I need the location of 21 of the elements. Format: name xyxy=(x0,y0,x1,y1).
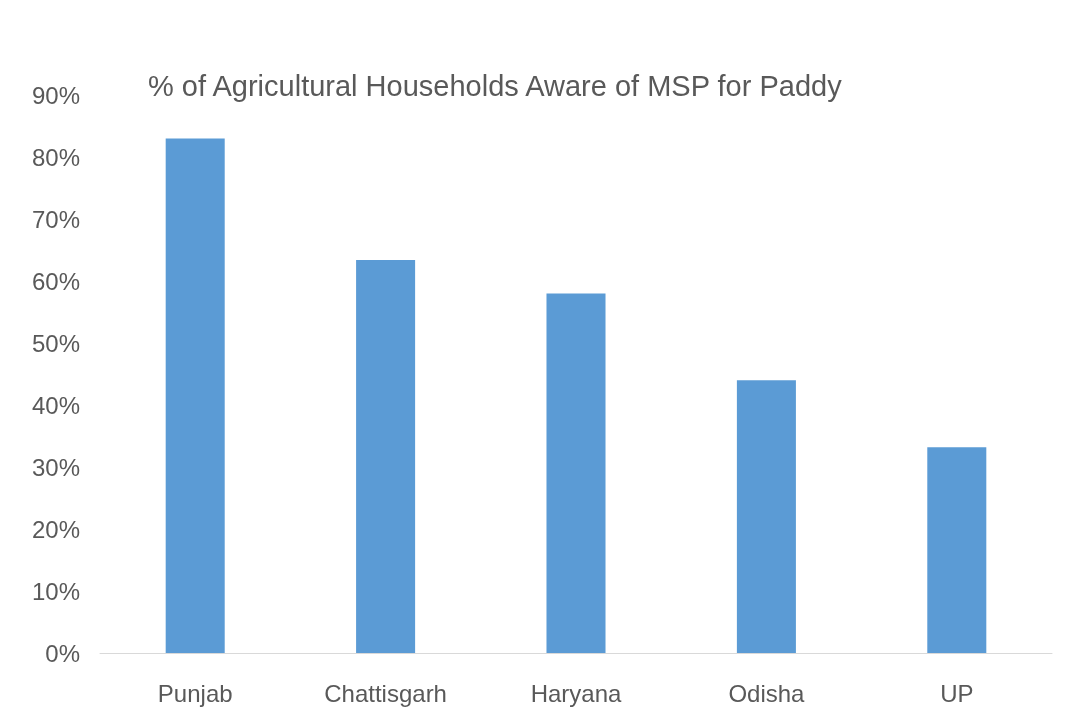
y-tick-label: 60% xyxy=(31,267,80,295)
chart-title: % of Agricultural Households Aware of MSP for Paddy xyxy=(148,69,843,102)
bar xyxy=(356,259,416,653)
y-tick-label: 50% xyxy=(31,329,80,357)
y-tick-label: 30% xyxy=(31,453,80,481)
y-tick-label: 90% xyxy=(31,81,80,109)
y-tick-label: 0% xyxy=(45,639,80,667)
y-tick-label: 70% xyxy=(31,205,80,233)
x-tick-label: Haryana xyxy=(530,679,623,707)
bar xyxy=(927,447,987,653)
bar xyxy=(546,293,606,653)
bar xyxy=(736,380,796,653)
x-tick-label: Odisha xyxy=(728,679,806,707)
y-tick-label: 20% xyxy=(31,515,80,543)
y-tick-label: 40% xyxy=(31,391,80,419)
bar xyxy=(165,138,225,653)
y-tick-label: 10% xyxy=(31,577,80,605)
y-tick-label: 80% xyxy=(31,143,80,171)
x-tick-label: Chattisgarh xyxy=(324,679,447,707)
x-tick-label: Punjab xyxy=(157,679,233,707)
x-tick-label: UP xyxy=(940,679,974,707)
